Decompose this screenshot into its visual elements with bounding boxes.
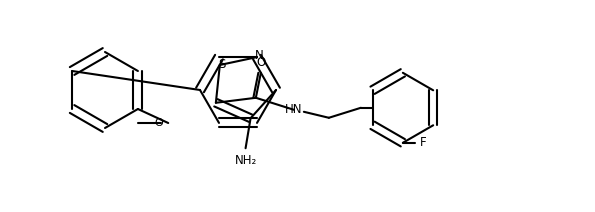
Text: NH₂: NH₂ bbox=[234, 154, 256, 167]
Text: S: S bbox=[218, 59, 226, 71]
Text: N: N bbox=[255, 49, 264, 62]
Text: F: F bbox=[420, 136, 427, 149]
Text: O: O bbox=[256, 56, 265, 69]
Text: O: O bbox=[155, 118, 163, 128]
Text: HN: HN bbox=[285, 103, 303, 116]
